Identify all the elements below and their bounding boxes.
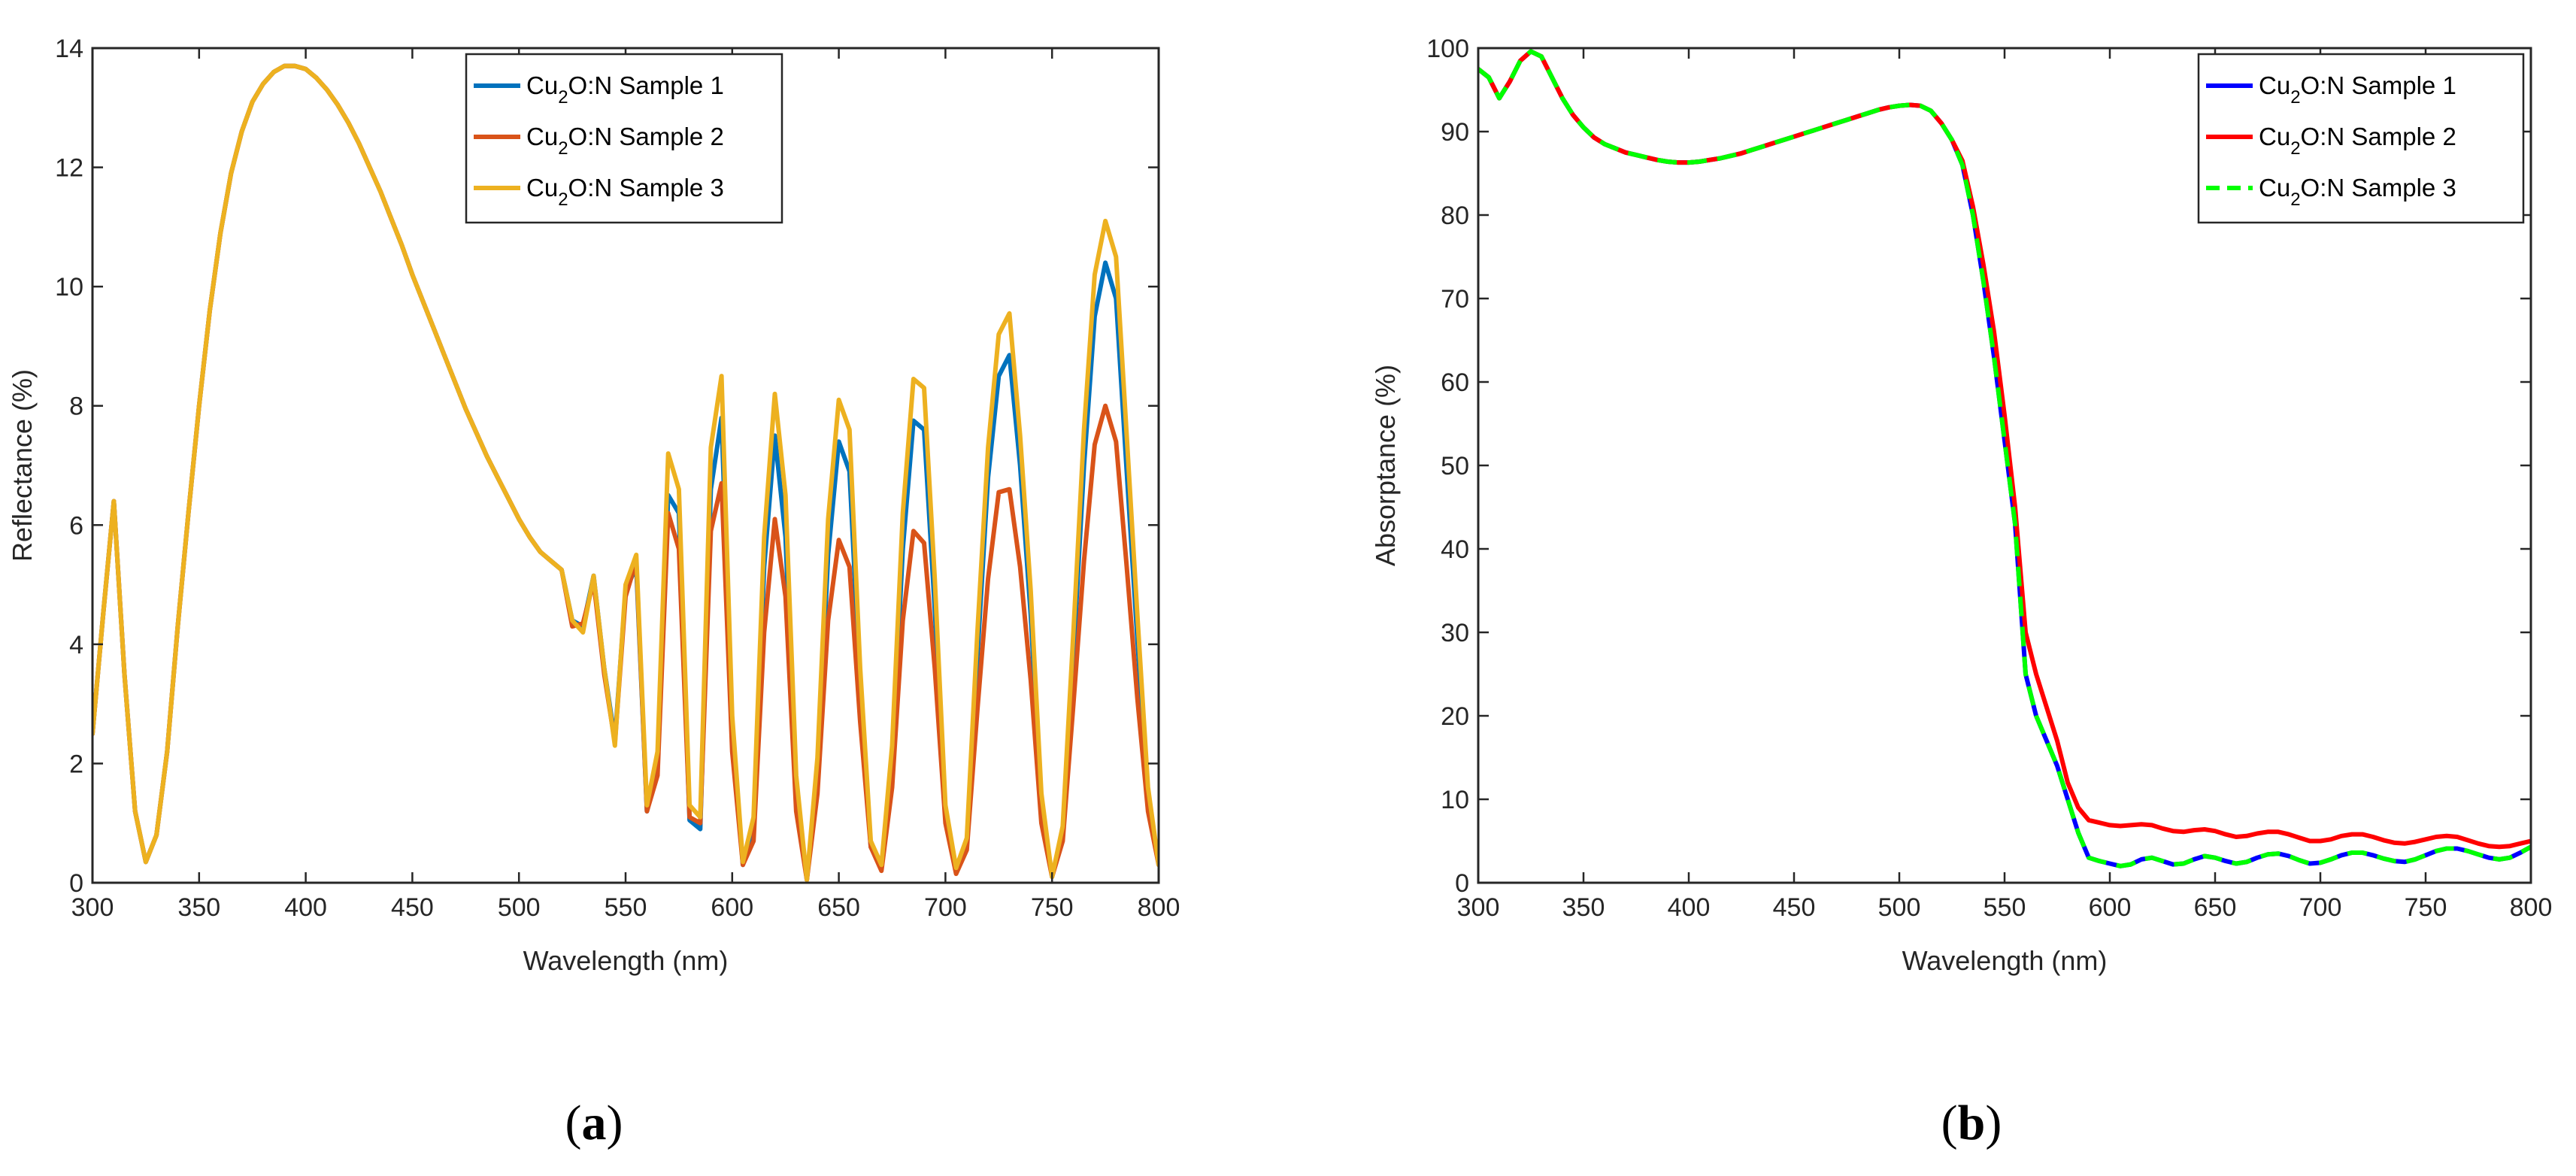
- legend-entry-1: Cu2O:N Sample 1: [526, 71, 724, 108]
- y-tick-label: 20: [1441, 702, 1469, 731]
- series-line-3: [1478, 49, 2531, 868]
- legend-text-subscript: 2: [2290, 87, 2300, 108]
- legend-text-pre: Cu: [526, 174, 558, 202]
- x-tick-label: 600: [711, 893, 753, 922]
- x-tick-label: 500: [1878, 893, 1921, 922]
- x-tick-label: 550: [605, 893, 647, 922]
- panel-label-open-paren: (: [565, 1096, 582, 1150]
- panel-label: (b): [1941, 1096, 2002, 1150]
- x-tick-label: 750: [2405, 893, 2447, 922]
- y-axis-label: Absorptance (%): [1370, 365, 1401, 566]
- y-tick-label: 4: [69, 631, 83, 659]
- x-tick-label: 450: [1773, 893, 1816, 922]
- y-tick-label: 50: [1441, 452, 1469, 480]
- x-tick-label: 650: [2194, 893, 2237, 922]
- y-tick-label: 90: [1441, 118, 1469, 147]
- x-tick-label: 750: [1031, 893, 1074, 922]
- y-tick-label: 6: [69, 511, 83, 540]
- x-tick-label: 650: [817, 893, 860, 922]
- series-line-2: [1478, 49, 2531, 850]
- y-tick-label: 40: [1441, 535, 1469, 564]
- y-tick-label: 14: [55, 35, 83, 63]
- y-tick-label: 0: [1455, 869, 1469, 898]
- legend-text-pre: Cu: [526, 123, 558, 150]
- series-line-3: [92, 63, 1159, 882]
- x-tick-label: 800: [2510, 893, 2553, 922]
- y-tick-label: 10: [1441, 786, 1469, 814]
- legend-text-post: O:N Sample 1: [568, 71, 724, 99]
- y-tick-label: 8: [69, 393, 83, 421]
- panel-a: 300 350 400 450 500 550 600 650 700 750 800 0 2 4 6 8 10…: [7, 35, 1180, 1150]
- legend-text-post: O:N Sample 2: [568, 123, 724, 150]
- series-lines: [92, 63, 1159, 882]
- x-tick-label: 700: [2299, 893, 2342, 922]
- x-tick-label: 350: [1562, 893, 1605, 922]
- x-tick-label: 500: [498, 893, 541, 922]
- x-tick-label: 400: [284, 893, 327, 922]
- y-tick-label: 10: [55, 273, 83, 302]
- legend-text-subscript: 2: [2290, 189, 2300, 210]
- panel-b: 300 350 400 450 500 550 600 650 700 750 800 0 10 20 30…: [1370, 35, 2552, 1150]
- x-tick-label: 700: [924, 893, 967, 922]
- x-tick-label: 400: [1668, 893, 1711, 922]
- x-tick-label: 450: [391, 893, 434, 922]
- legend-text-post: O:N Sample 1: [2301, 71, 2456, 99]
- legend-entry-2: Cu2O:N Sample 2: [526, 123, 724, 159]
- legend-entry-3: Cu2O:N Sample 3: [526, 174, 724, 210]
- y-tick-label: 2: [69, 750, 83, 778]
- panel-label-close-paren: ): [607, 1096, 623, 1150]
- legend-text-pre: Cu: [2259, 174, 2290, 202]
- legend-text-subscript: 2: [2290, 138, 2300, 159]
- y-tick-label: 80: [1441, 202, 1469, 230]
- y-tick-label: 12: [55, 154, 83, 183]
- panel-label-close-paren: ): [1985, 1096, 2002, 1150]
- x-tick-label: 300: [71, 893, 114, 922]
- legend-entry-3: Cu2O:N Sample 3: [2259, 174, 2456, 210]
- x-tick-label: 600: [2089, 893, 2132, 922]
- legend-entry-1: Cu2O:N Sample 1: [2259, 71, 2456, 108]
- legend-text-post: O:N Sample 3: [2301, 174, 2456, 202]
- legend-entry-2: Cu2O:N Sample 2: [2259, 123, 2456, 159]
- panel-label-open-paren: (: [1941, 1096, 1958, 1150]
- x-tick-label: 550: [1984, 893, 2026, 922]
- y-tick-label: 70: [1441, 285, 1469, 314]
- legend-text-pre: Cu: [526, 71, 558, 99]
- y-axis-label: Reflectance (%): [7, 369, 38, 562]
- panel-label-letter: b: [1958, 1096, 1986, 1150]
- x-tick-label: 350: [177, 893, 220, 922]
- series-lines: [1478, 49, 2531, 868]
- x-tick-label: 300: [1457, 893, 1500, 922]
- x-tick-label: 800: [1138, 893, 1180, 922]
- legend-text-post: O:N Sample 2: [2301, 123, 2456, 150]
- y-tick-label: 0: [69, 869, 83, 898]
- y-tick-label: 30: [1441, 619, 1469, 647]
- y-tick-label: 100: [1426, 35, 1469, 63]
- legend-text-subscript: 2: [558, 189, 568, 210]
- legend-text-post: O:N Sample 3: [568, 174, 724, 202]
- panel-label: (a): [565, 1096, 623, 1150]
- panel-label-letter: a: [582, 1096, 607, 1150]
- x-axis-label: Wavelength (nm): [523, 945, 729, 976]
- legend-text-pre: Cu: [2259, 71, 2290, 99]
- legend-text-subscript: 2: [558, 87, 568, 108]
- legend-text-pre: Cu: [2259, 123, 2290, 150]
- y-tick-label: 60: [1441, 368, 1469, 397]
- x-axis-label: Wavelength (nm): [1902, 945, 2108, 976]
- legend-text-subscript: 2: [558, 138, 568, 159]
